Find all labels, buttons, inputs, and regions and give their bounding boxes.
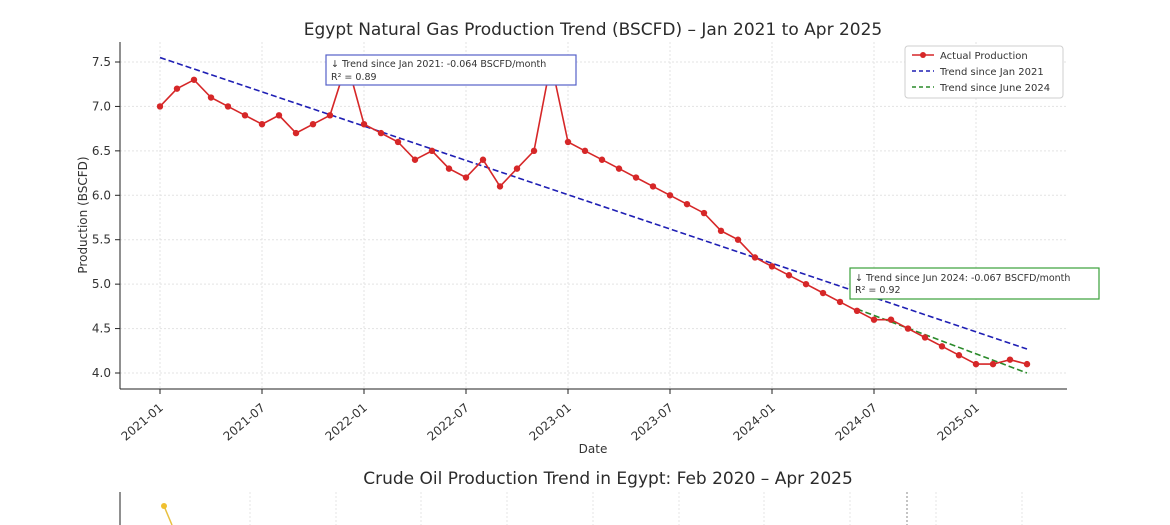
data-point [1006, 356, 1014, 363]
annotation-box [325, 54, 577, 86]
annotation-trend-jun-2024: ↓ Trend since Jun 2024: -0.067 BSCFD/mon… [849, 267, 1100, 300]
x-axis-label: Date [579, 442, 608, 456]
y-tick-label: 4.5 [92, 322, 111, 336]
x-axis-ticks: 2021-01 2021-07 2022-01 2022-07 2023-01 2023-… [119, 389, 982, 444]
y-tick-label: 6.0 [92, 188, 111, 202]
data-point [394, 138, 402, 146]
y-tick-label: 7.5 [92, 55, 111, 69]
data-point [785, 272, 793, 279]
y-axis-label: Production (BSCFD) [76, 156, 90, 273]
data-point [207, 94, 215, 101]
trend-lines [159, 56, 1028, 374]
y-tick-label: 5.0 [92, 277, 111, 291]
oil-series-line [163, 505, 173, 525]
data-point [819, 289, 827, 297]
x-tick-label: 2024-07 [833, 401, 880, 444]
oil-series-point [161, 503, 167, 509]
data-point [377, 129, 385, 137]
data-point [734, 236, 742, 243]
x-tick-label: 2024-01 [731, 401, 778, 444]
legend: Actual Production Trend since Jan 2021 T… [904, 45, 1064, 99]
annotation-line: ↓ Trend since Jan 2021: -0.064 BSCFD/mon… [331, 59, 546, 70]
y-tick-label: 5.5 [92, 233, 111, 247]
data-point [156, 103, 164, 110]
data-point [904, 325, 912, 332]
data-point [751, 254, 759, 261]
data-point [224, 103, 232, 110]
data-point [955, 352, 963, 359]
annotation-line: R² = 0.92 [855, 285, 901, 296]
data-point [632, 174, 640, 181]
chart-title: Crude Oil Production Trend in Egypt: Feb… [363, 469, 853, 489]
data-point [190, 76, 198, 83]
data-point [462, 174, 470, 181]
legend-label: Trend since Jan 2021 [939, 67, 1044, 78]
data-point [717, 227, 725, 235]
data-point [615, 165, 623, 172]
data-point [428, 147, 436, 155]
x-tick-label: 2023-01 [527, 401, 574, 444]
data-point [445, 165, 453, 172]
data-point [326, 112, 334, 119]
data-point [853, 307, 861, 314]
data-point [887, 316, 895, 323]
data-point [360, 121, 368, 128]
data-point [411, 156, 419, 163]
data-point [1023, 360, 1031, 368]
data-point [479, 156, 487, 163]
data-point [241, 112, 249, 119]
legend-marker-actual [920, 52, 926, 58]
data-point [496, 183, 504, 190]
data-point [275, 112, 283, 119]
annotation-trend-jan-2021: ↓ Trend since Jan 2021: -0.064 BSCFD/mon… [325, 54, 577, 86]
data-point [683, 200, 691, 208]
y-tick-label: 4.0 [92, 366, 111, 380]
data-point [768, 263, 776, 270]
data-point [972, 360, 980, 368]
actual-production-series [156, 58, 1031, 368]
data-point [666, 192, 674, 199]
data-point [292, 129, 300, 137]
crude-oil-chart: Crude Oil Production Trend in Egypt: Feb… [119, 469, 1023, 525]
data-point [258, 121, 266, 128]
x-tick-label: 2023-07 [629, 401, 676, 444]
data-point [802, 280, 810, 288]
annotation-line: ↓ Trend since Jun 2024: -0.067 BSCFD/mon… [855, 273, 1070, 284]
data-point [581, 147, 589, 155]
gas-production-chart: Egypt Natural Gas Production Trend (BSCF… [76, 20, 1100, 456]
y-tick-label: 6.5 [92, 144, 111, 158]
legend-label: Trend since June 2024 [939, 83, 1050, 94]
data-point [938, 343, 946, 350]
gridlines [120, 42, 1067, 389]
x-tick-label: 2022-07 [425, 401, 472, 444]
data-point [564, 138, 572, 146]
trend-line-jan-2021 [159, 56, 1028, 350]
x-tick-label: 2021-01 [119, 401, 166, 444]
actual-production-line [159, 59, 1028, 365]
data-point [989, 360, 997, 368]
data-point [836, 298, 844, 306]
x-tick-label: 2022-01 [323, 401, 370, 444]
annotation-box [849, 267, 1100, 300]
y-axis-ticks: 4.0 4.5 5.0 5.5 6.0 6.5 7.0 7.5 [92, 55, 120, 380]
data-point [870, 316, 878, 323]
data-point [513, 165, 521, 172]
legend-frame [904, 45, 1064, 99]
x-tick-label: 2025-01 [935, 401, 982, 444]
data-point [173, 85, 181, 92]
legend-label: Actual Production [940, 51, 1028, 62]
data-point [530, 147, 538, 155]
data-point [309, 121, 317, 128]
y-tick-label: 7.0 [92, 99, 111, 113]
data-point [700, 209, 708, 217]
x-tick-label: 2021-07 [221, 401, 268, 444]
chart-title: Egypt Natural Gas Production Trend (BSCF… [304, 20, 882, 40]
data-point [921, 334, 929, 341]
annotation-line: R² = 0.89 [331, 72, 377, 83]
data-point [598, 156, 606, 163]
data-point [649, 183, 657, 190]
